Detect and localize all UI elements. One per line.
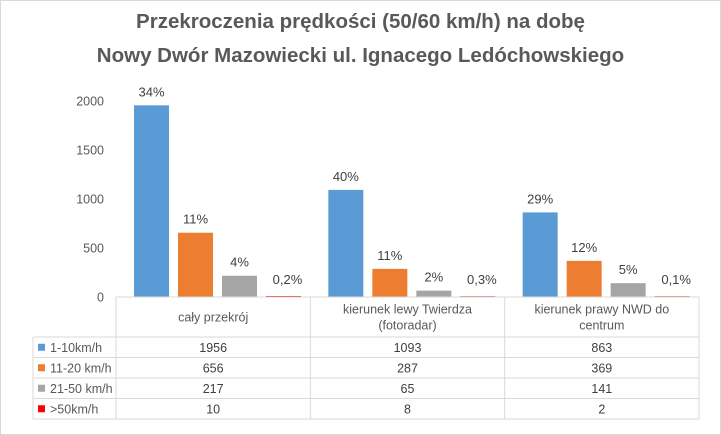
table-value-3-3: 141 bbox=[591, 382, 612, 396]
data-label-1-2: 40% bbox=[333, 169, 359, 184]
bar-1-1 bbox=[134, 105, 169, 297]
legend-label-1: 1-10km/h bbox=[50, 341, 102, 355]
y-tick-label-2000: 2000 bbox=[76, 95, 104, 109]
chart-title-line-1: Przekroczenia prędkości (50/60 km/h) na … bbox=[136, 10, 585, 33]
data-label-2-3: 12% bbox=[571, 240, 597, 255]
data-label-2-2: 11% bbox=[377, 248, 402, 263]
y-tick-label-1000: 1000 bbox=[76, 193, 104, 207]
bar-3-1 bbox=[222, 275, 257, 297]
category-label-3-2: centrum bbox=[579, 319, 624, 333]
bar-2-3 bbox=[566, 260, 602, 297]
legend-label-3: 21-50 km/h bbox=[50, 382, 113, 396]
table-value-2-3: 369 bbox=[591, 361, 612, 375]
data-label-3-2: 2% bbox=[424, 270, 443, 285]
data-label-4-2: 0,3% bbox=[467, 272, 497, 287]
data-label-3-3: 5% bbox=[619, 262, 638, 277]
bar-3-2 bbox=[416, 290, 452, 297]
data-label-4-1: 0,2% bbox=[273, 272, 303, 287]
category-label-1-1: cały przekrój bbox=[178, 311, 248, 325]
data-label-4-3: 0,1% bbox=[661, 272, 691, 287]
legend-key-3 bbox=[38, 384, 45, 392]
table-value-4-1: 10 bbox=[206, 402, 220, 416]
table-value-1-1: 1956 bbox=[199, 341, 227, 355]
data-label-1-1: 34% bbox=[138, 84, 164, 99]
table-value-2-1: 656 bbox=[203, 361, 224, 375]
bar-2-2 bbox=[372, 268, 408, 297]
legend-key-2 bbox=[38, 364, 45, 372]
bar-1-3 bbox=[522, 212, 558, 297]
legend-key-1 bbox=[38, 343, 45, 351]
bar-2-1 bbox=[178, 232, 213, 297]
category-label-2-2: (fotoradar) bbox=[378, 319, 436, 333]
legend-label-2: 11-20 km/h bbox=[50, 361, 112, 375]
bar-1-2 bbox=[328, 189, 364, 297]
table-value-4-2: 8 bbox=[404, 402, 411, 416]
table-value-3-1: 217 bbox=[203, 382, 224, 396]
y-tick-label-1500: 1500 bbox=[76, 144, 104, 158]
data-label-3-1: 4% bbox=[230, 255, 249, 270]
y-tick-label-500: 500 bbox=[83, 242, 104, 256]
table-value-3-2: 65 bbox=[401, 382, 415, 396]
bar-3-3 bbox=[610, 283, 646, 297]
category-label-3-1: kierunek prawy NWD do bbox=[534, 303, 669, 317]
y-tick-label-0: 0 bbox=[97, 291, 104, 305]
data-label-2-1: 11% bbox=[183, 212, 208, 227]
table-value-1-2: 1093 bbox=[394, 341, 422, 355]
chart-title-line-2: Nowy Dwór Mazowiecki ul. Ignacego Ledóch… bbox=[96, 44, 625, 67]
table-value-2-2: 287 bbox=[397, 361, 418, 375]
table-value-4-3: 2 bbox=[598, 402, 605, 416]
legend-key-4 bbox=[38, 405, 45, 413]
legend-label-4: >50km/h bbox=[50, 402, 98, 416]
table-value-1-3: 863 bbox=[591, 341, 612, 355]
category-label-2-1: kierunek lewy Twierdza bbox=[343, 303, 472, 317]
data-label-1-3: 29% bbox=[527, 191, 553, 206]
